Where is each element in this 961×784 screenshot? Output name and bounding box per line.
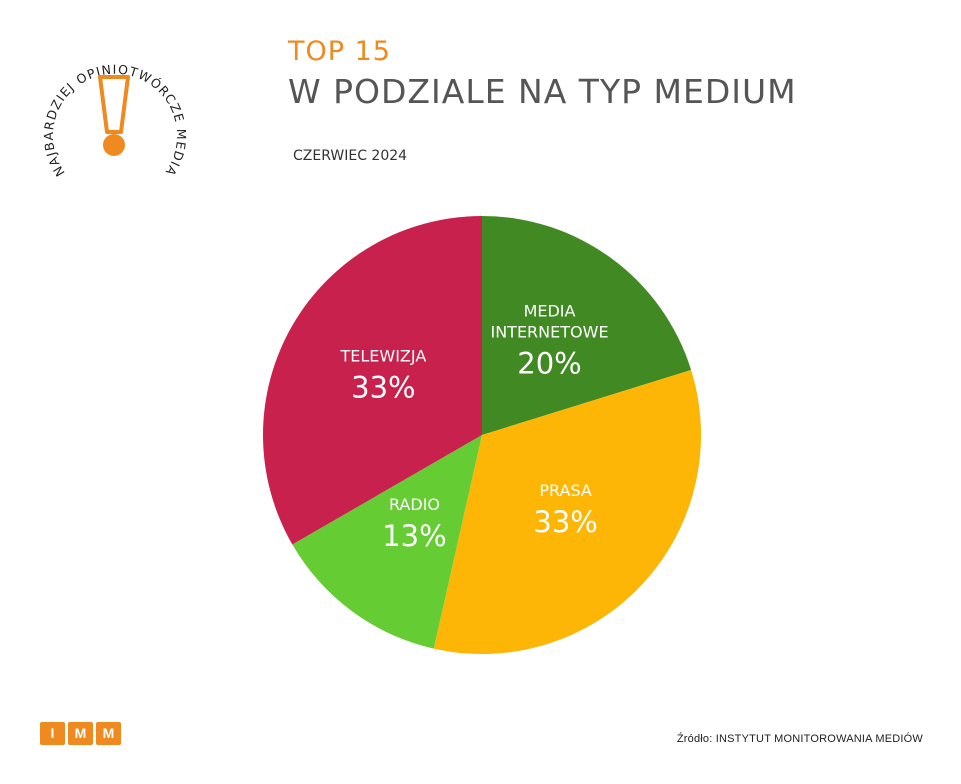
slice-value: 33%	[351, 371, 415, 405]
top-title: TOP 15	[288, 36, 391, 67]
imm-logo: I M M	[40, 722, 121, 745]
page-title: W PODZIALE NA TYP MEDIUM	[288, 72, 797, 111]
period-label: CZERWIEC 2024	[293, 148, 408, 164]
slice-value: 20%	[517, 346, 581, 380]
source-note: Źródło: INSTYTUT MONITOROWANIA MEDIÓW	[676, 733, 923, 745]
imm-logo-letter: M	[68, 722, 93, 745]
slice-value: 33%	[533, 505, 597, 539]
pie-slice	[482, 216, 692, 435]
slice-label: MEDIA	[524, 301, 576, 320]
slice-label: RADIO	[389, 495, 440, 514]
exclamation-dot	[103, 134, 125, 156]
imm-logo-letter: I	[40, 722, 65, 745]
slice-label: TELEWIZJA	[339, 347, 426, 366]
imm-logo-letter: M	[96, 722, 121, 745]
exclamation-icon	[98, 75, 130, 134]
slice-value: 13%	[382, 519, 446, 553]
pie-slice	[262, 216, 482, 545]
pie-slice	[292, 435, 482, 649]
pie-slice	[433, 369, 701, 654]
slice-label: INTERNETOWE	[490, 322, 608, 341]
slice-label: PRASA	[539, 481, 592, 500]
badge-logo: NAJBARDZIEJ OPINIOTWÓRCZE MEDIA	[41, 62, 188, 180]
